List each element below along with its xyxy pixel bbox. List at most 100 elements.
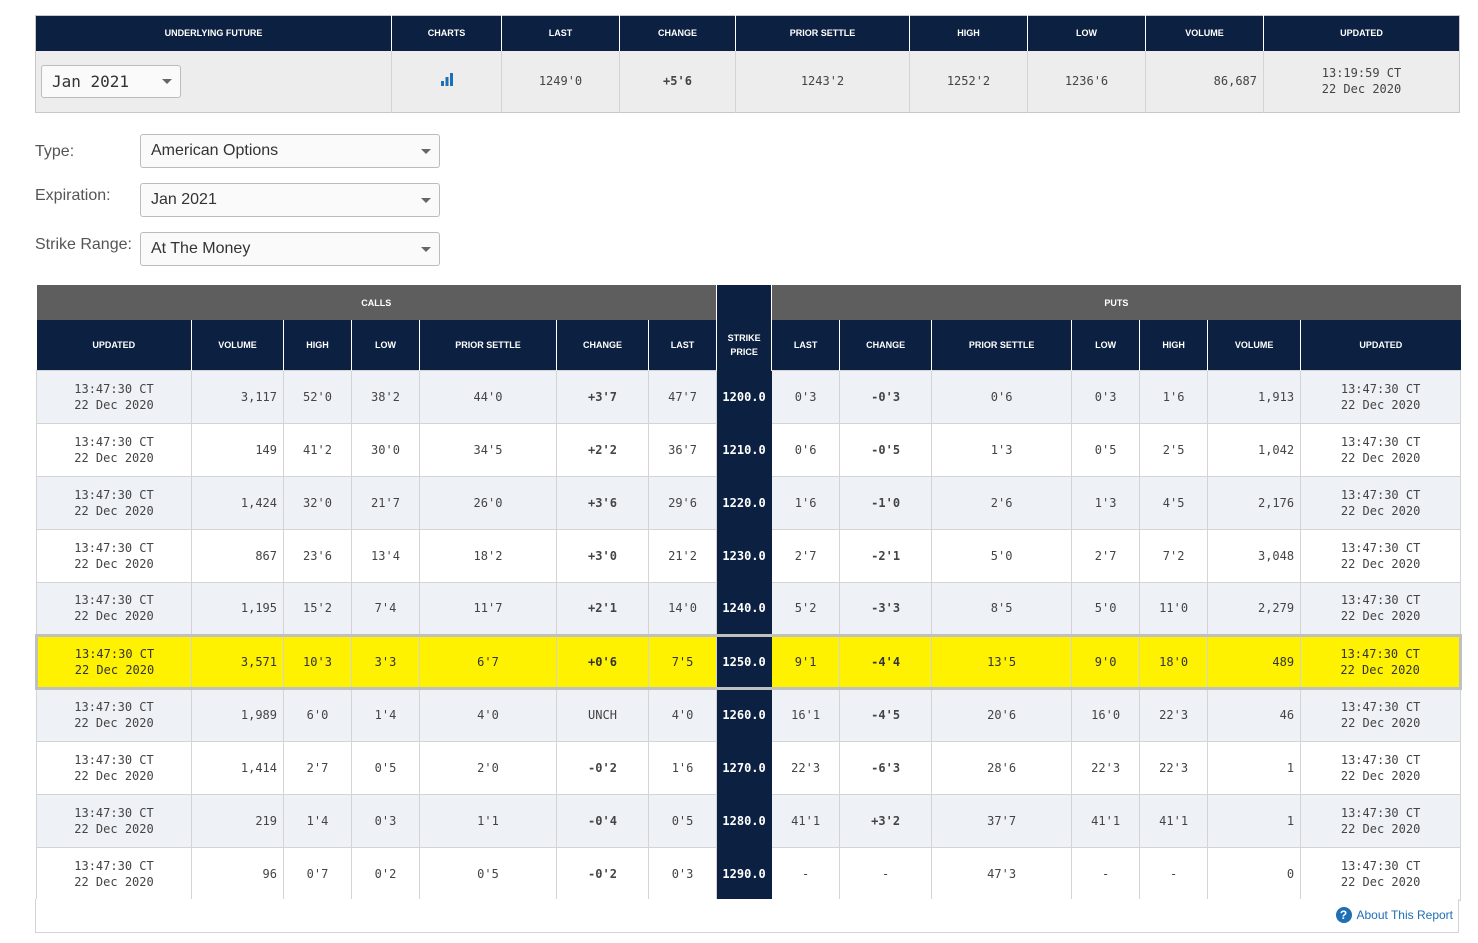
col-put-last: LAST: [771, 320, 841, 370]
call-prior-settle: 4'0: [419, 687, 557, 742]
strike-range-select-value: At The Money: [151, 240, 251, 257]
option-row: 13:47:30 CT 22 Dec 2020 3,571 10'3 3'3 6'7 +0'…: [35, 633, 1463, 690]
call-updated-time: 13:47:30 CT: [74, 752, 154, 767]
contract-select[interactable]: Jan 2021: [41, 64, 181, 98]
put-prior-settle: 28'6: [931, 740, 1073, 795]
option-row: 13:47:30 CT 22 Dec 2020 1,424 32'0 21'7 26'0 +…: [36, 475, 1462, 530]
call-volume: 96: [191, 846, 284, 901]
put-updated: 13:47:30 CT 22 Dec 2020: [1300, 528, 1462, 583]
put-change: -1'0: [839, 475, 933, 530]
put-updated-date: 22 Dec 2020: [1340, 609, 1421, 623]
put-change: -0'5: [839, 422, 933, 477]
put-updated: 13:47:30 CT 22 Dec 2020: [1300, 581, 1462, 636]
put-last: 0'6: [771, 422, 841, 477]
strike-price: 1230.0: [716, 528, 773, 583]
expiration-select[interactable]: Jan 2021: [140, 183, 440, 217]
call-change: +2'1: [556, 581, 649, 636]
call-prior-settle: 2'0: [419, 740, 557, 795]
call-high: 15'2: [283, 581, 352, 636]
call-last: 47'7: [647, 369, 718, 424]
call-updated-time: 13:47:30 CT: [74, 434, 154, 449]
put-prior-settle: 2'6: [931, 475, 1073, 530]
put-prior-settle: 8'5: [931, 581, 1073, 636]
about-report-link[interactable]: ? About This Report: [1335, 907, 1454, 923]
put-updated-date: 22 Dec 2020: [1340, 397, 1421, 412]
call-prior-settle: 18'2: [419, 528, 557, 583]
col-strike-price: STRIKE PRICE: [716, 320, 773, 370]
put-high: 41'1: [1139, 793, 1209, 848]
strike-range-label: Strike Range:: [35, 236, 132, 253]
puts-header: PUTS: [771, 285, 1461, 320]
call-low: 13'4: [351, 528, 420, 583]
put-updated: 13:47:30 CT 22 Dec 2020: [1300, 369, 1462, 424]
put-updated-time: 13:47:30 CT: [1340, 700, 1421, 714]
call-change: +3'6: [556, 475, 649, 530]
call-updated-date: 22 Dec 2020: [74, 556, 154, 571]
call-updated-time: 13:47:30 CT: [74, 858, 154, 873]
put-low: 0'5: [1071, 422, 1141, 477]
future-updated-time: 13:19:59 CT: [1321, 66, 1402, 81]
call-high: 23'6: [283, 528, 352, 583]
put-updated-time: 13:47:30 CT: [1340, 487, 1421, 502]
bar-chart-icon[interactable]: [440, 73, 454, 89]
put-prior-settle: 13'5: [931, 633, 1073, 690]
put-volume: 3,048: [1207, 528, 1302, 583]
put-high: 2'5: [1139, 422, 1209, 477]
put-last: 22'3: [771, 740, 841, 795]
future-last: 1249'0: [501, 50, 620, 113]
call-prior-settle: 34'5: [419, 422, 557, 477]
call-high: 32'0: [283, 475, 352, 530]
call-volume: 867: [191, 528, 284, 583]
put-updated-date: 22 Dec 2020: [1340, 821, 1421, 836]
call-low: 0'5: [351, 740, 420, 795]
header-prior-settle: PRIOR SETTLE: [735, 15, 910, 51]
expiration-label: Expiration:: [35, 187, 111, 204]
about-report-label: About This Report: [1356, 908, 1454, 922]
call-last: 36'7: [647, 422, 718, 477]
put-last: 2'7: [771, 528, 841, 583]
put-high: 7'2: [1139, 528, 1209, 583]
options-table: CALLS PUTS UPDATED VOLUME HIGH LOW PRIOR…: [35, 285, 1463, 901]
call-volume: 149: [191, 422, 284, 477]
put-updated-time: 13:47:30 CT: [1340, 593, 1421, 607]
put-updated-date: 22 Dec 2020: [1340, 716, 1421, 730]
header-underlying-future: UNDERLYING FUTURE: [35, 15, 392, 51]
call-updated: 13:47:30 CT 22 Dec 2020: [36, 740, 192, 795]
put-updated-date: 22 Dec 2020: [1340, 450, 1421, 465]
strike-price: 1240.0: [716, 581, 773, 636]
call-low: 1'4: [351, 687, 420, 742]
call-volume: 1,424: [191, 475, 284, 530]
report-footer: ? About This Report: [35, 899, 1459, 933]
option-row: 13:47:30 CT 22 Dec 2020 1,195 15'2 7'4 11'7 +2…: [36, 581, 1462, 636]
put-change: -4'5: [839, 687, 933, 742]
call-last: 14'0: [647, 581, 718, 636]
call-prior-settle: 6'7: [419, 633, 557, 690]
header-change: CHANGE: [619, 15, 736, 51]
col-call-updated: UPDATED: [36, 320, 192, 370]
future-updated-date: 22 Dec 2020: [1321, 82, 1402, 97]
put-last: 0'3: [771, 369, 841, 424]
put-updated-time: 13:47:30 CT: [1340, 805, 1421, 820]
contract-select-value: Jan 2021: [52, 71, 130, 91]
call-updated-time: 13:47:30 CT: [74, 593, 154, 607]
call-updated-time: 13:47:30 CT: [74, 805, 154, 820]
call-updated-time: 13:47:30 CT: [74, 700, 154, 714]
put-updated-time: 13:47:30 CT: [1340, 858, 1421, 873]
calls-header: CALLS: [36, 285, 718, 320]
option-row: 13:47:30 CT 22 Dec 2020 219 1'4 0'3 1'1 -0'4 0'…: [36, 793, 1462, 848]
put-high: 11'0: [1139, 581, 1209, 636]
put-updated-time: 13:47:30 CT: [1340, 434, 1421, 449]
put-volume: 1: [1207, 793, 1302, 848]
strike-range-select[interactable]: At The Money: [140, 232, 440, 266]
put-volume: 489: [1207, 633, 1302, 690]
put-low: 22'3: [1071, 740, 1141, 795]
strike-price: 1270.0: [716, 740, 773, 795]
future-high: 1252'2: [909, 50, 1028, 113]
call-updated-time: 13:47:30 CT: [74, 646, 155, 661]
call-updated-date: 22 Dec 2020: [74, 874, 154, 889]
put-last: -: [771, 846, 841, 901]
type-select[interactable]: American Options: [140, 134, 440, 168]
put-last: 16'1: [771, 687, 841, 742]
call-updated-date: 22 Dec 2020: [74, 821, 154, 836]
header-low: LOW: [1027, 15, 1146, 51]
